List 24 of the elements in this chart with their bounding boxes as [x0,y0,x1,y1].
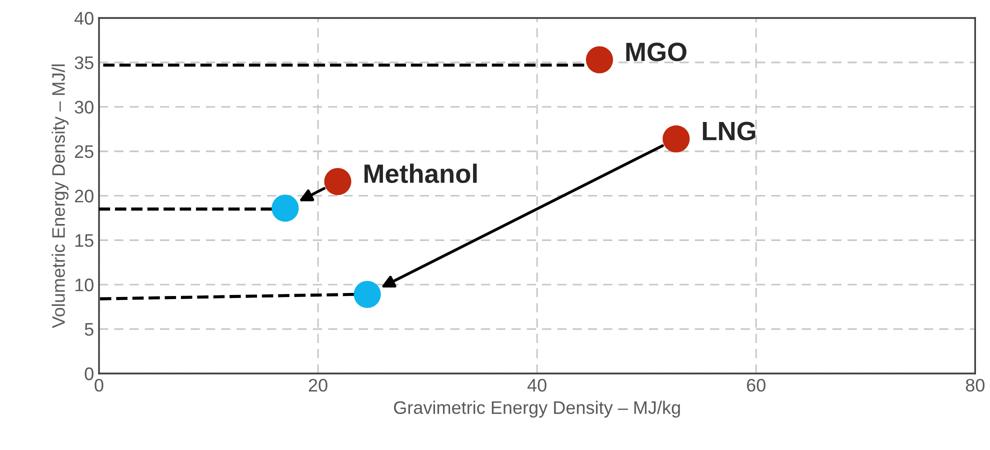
x-tick-label: 20 [308,378,328,392]
point [662,125,690,152]
y-tick-label: 0 [84,367,94,380]
y-tick-label: 35 [74,56,94,70]
annotation: MGO [626,42,686,62]
y-tick-label: 20 [74,190,94,202]
point [324,168,352,196]
y-tick-label: 30 [74,100,94,114]
y-axis-title: Volumetric Energy Density – MJ/l [52,64,68,328]
x-tick-label: 60 [746,378,766,392]
annotation: LNG [702,122,756,140]
x-tick-label: 0 [94,378,104,392]
point [586,46,614,74]
x-tick-label: 80 [966,378,984,392]
y-tick-label: 25 [74,145,94,158]
x-tick-label: 40 [527,378,546,392]
y-tick-label: 5 [84,323,94,336]
point [272,194,299,222]
annotation: Methanol [364,164,477,184]
x-axis-title: Gravimetric Energy Density – MJ/kg [394,400,680,418]
y-tick-label: 10 [75,278,94,292]
point [354,280,381,308]
y-tick-label: 15 [75,234,94,247]
y-tick-label: 40 [74,12,94,25]
